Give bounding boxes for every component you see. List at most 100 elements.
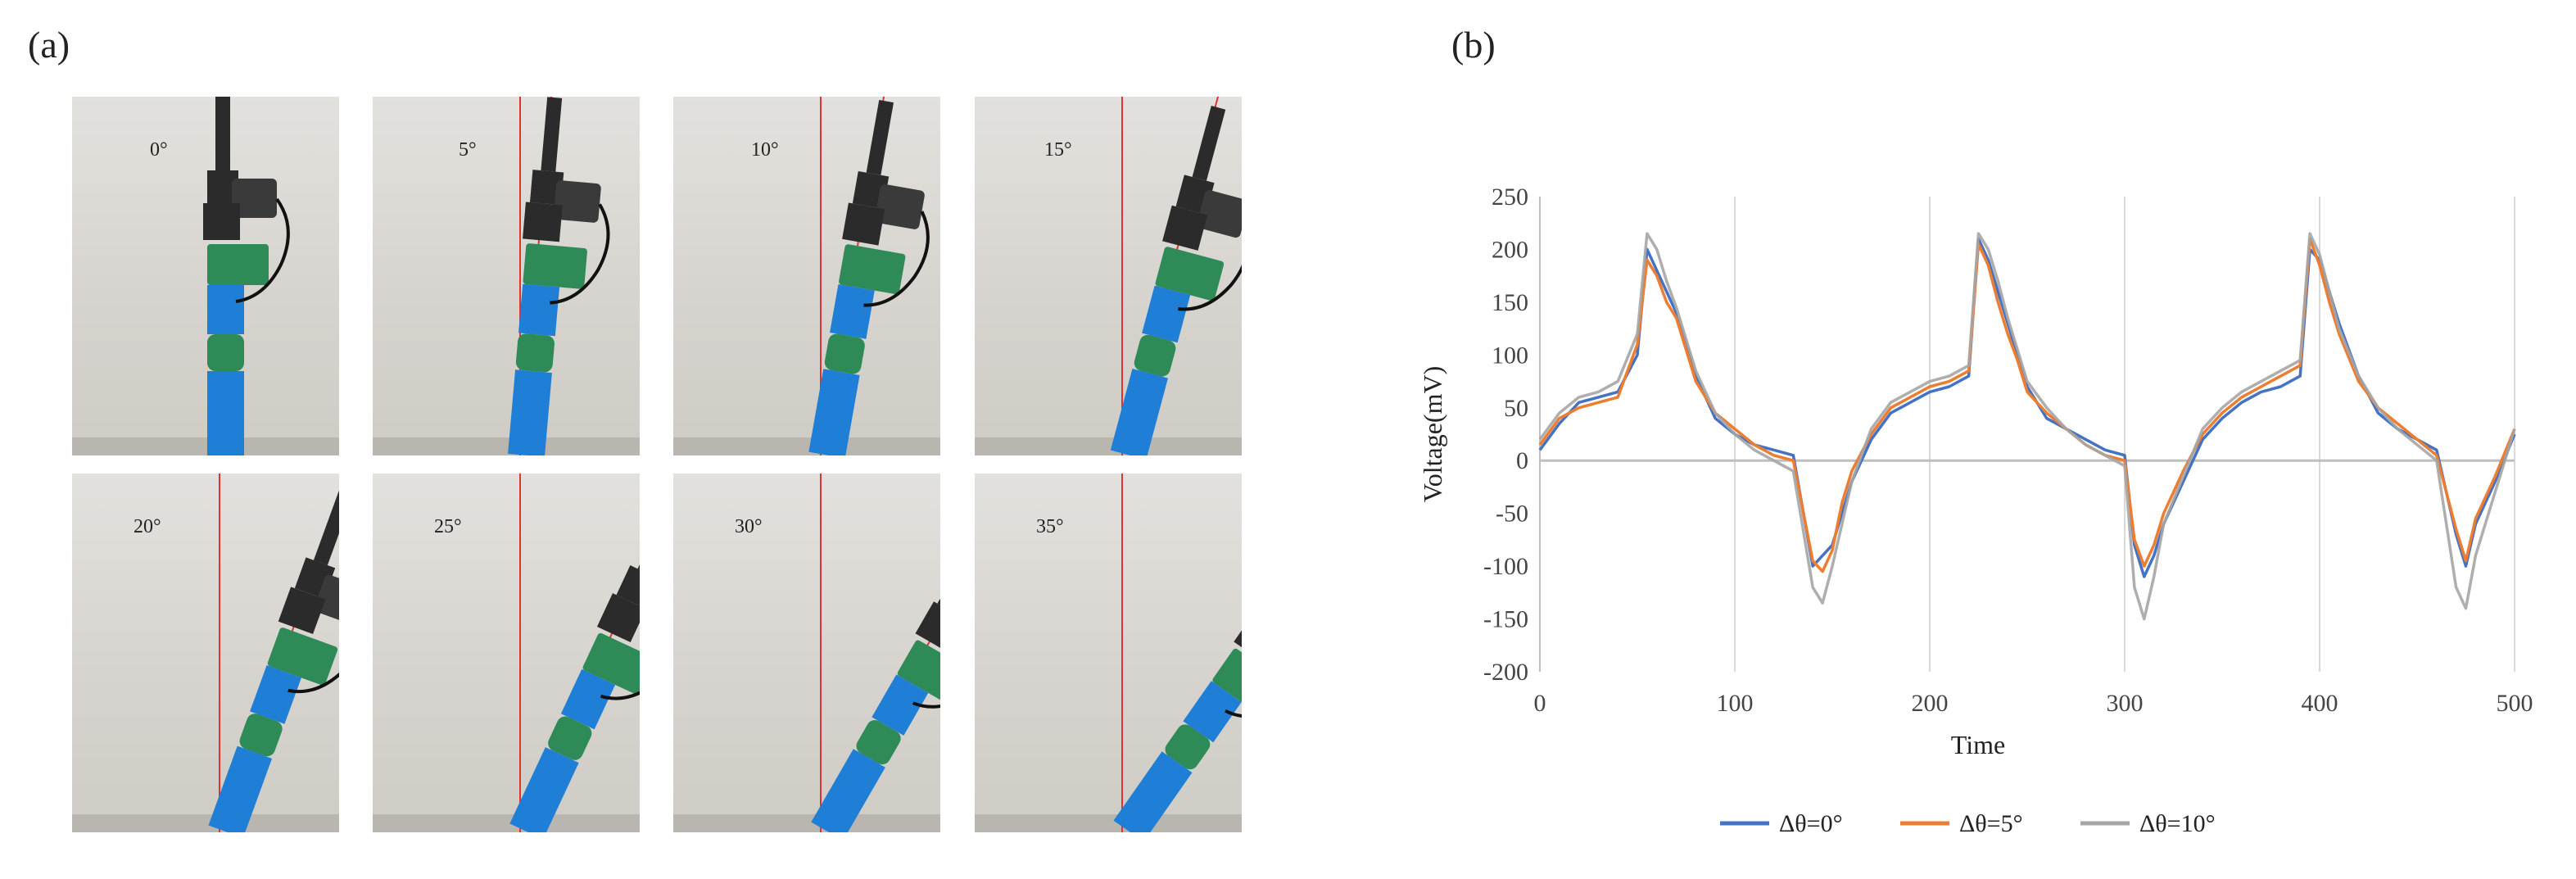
voltage-chart: 0 100 200 300 400 500250200150100500-50-100-1… [1418, 184, 2533, 837]
robot-photo: 15° [975, 97, 1242, 455]
robot-arm-drawing [811, 473, 940, 832]
cable [235, 197, 290, 303]
base-segment [208, 745, 273, 832]
y-tick-label: 0 [1516, 447, 1528, 474]
panel-b-label: (b) [1451, 24, 1496, 66]
photo-floor [673, 437, 940, 455]
photo-floor [72, 814, 339, 832]
photo-floor [673, 814, 940, 832]
y-tick-label: -200 [1483, 659, 1528, 686]
x-axis-title: Time [1951, 730, 2005, 759]
blue-segment [560, 668, 616, 730]
x-tick-label: 400 [2302, 690, 2338, 717]
y-tick-label: 250 [1492, 184, 1528, 211]
y-tick-label: 150 [1492, 289, 1528, 316]
robot-arm [808, 97, 930, 455]
robot-arm [208, 473, 339, 832]
x-tick-label: 100 [1717, 690, 1754, 717]
photo-floor [975, 437, 1242, 455]
blue-segment [518, 283, 560, 337]
base-segment [1110, 369, 1168, 455]
servo-motor [553, 180, 601, 223]
sensor-patch [207, 244, 269, 285]
robot-photo: 35° [975, 473, 1242, 832]
angle-label: 25° [434, 516, 462, 537]
green-segment [1134, 334, 1176, 377]
servo-motor [232, 179, 277, 218]
robot-arm [811, 488, 940, 832]
green-segment [856, 719, 901, 765]
robot-arm-drawing [508, 97, 610, 455]
robot-arm-drawing [203, 97, 290, 455]
gripper-shaft [313, 491, 339, 566]
series-line [1538, 232, 2516, 621]
wrist-joint [1162, 205, 1208, 251]
angle-label: 5° [459, 139, 477, 161]
servo-motor [875, 184, 925, 229]
sensor-patch [523, 243, 587, 289]
green-segment [1165, 724, 1211, 770]
robot-arm-drawing [208, 473, 339, 832]
wrist-joint [523, 202, 563, 242]
base-segment [808, 369, 860, 455]
wrist-joint [278, 587, 326, 634]
x-tick-label: 500 [2497, 690, 2533, 717]
sensor-patch [1212, 648, 1242, 715]
cable [287, 607, 339, 694]
base-segment [207, 371, 244, 455]
angle-label: 35° [1036, 516, 1064, 537]
base-segment [508, 369, 552, 455]
robot-arm-drawing [1110, 97, 1242, 455]
angle-label: 10° [751, 139, 779, 161]
legend-label: Δθ=10° [2139, 810, 2216, 837]
y-tick-label: -50 [1496, 501, 1528, 528]
robot-photo: 0° [72, 97, 339, 455]
angle-label: 30° [735, 516, 763, 537]
cable [600, 620, 640, 700]
photo-floor [373, 814, 640, 832]
sensor-patch [897, 640, 940, 705]
sensor-patch [267, 628, 338, 686]
robot-photo: 30° [673, 473, 940, 832]
robot-arm [203, 97, 290, 455]
cable [1178, 220, 1242, 311]
wrist-joint [203, 203, 240, 240]
robot-arm-drawing [509, 473, 640, 832]
legend-label: Δθ=0° [1779, 810, 1843, 837]
y-tick-label: 50 [1504, 395, 1528, 422]
servo-motor [314, 574, 339, 625]
robot-photo: 5° [373, 97, 640, 455]
robot-arm-drawing [808, 97, 930, 455]
gripper-shaft [1192, 106, 1226, 181]
robot-arm [1113, 506, 1242, 832]
cable [550, 203, 610, 305]
green-segment [824, 333, 865, 374]
photo-floor [72, 437, 339, 455]
x-tick-label: 0 [1534, 690, 1546, 717]
y-tick-label: 100 [1492, 342, 1528, 369]
y-tick-label: -100 [1483, 553, 1528, 580]
cable [912, 634, 940, 709]
robot-arm-drawing [1113, 473, 1242, 832]
gripper-shaft [637, 501, 640, 575]
blue-segment [1142, 285, 1191, 343]
gripper-shaft [866, 100, 894, 175]
robot-arm [1110, 97, 1242, 455]
blue-segment [830, 283, 875, 339]
y-tick-label: 200 [1492, 236, 1528, 263]
wrist-joint [842, 202, 885, 246]
base-segment [1113, 751, 1193, 832]
cable [863, 211, 930, 307]
servo-motor [1197, 190, 1242, 238]
angle-label: 20° [134, 516, 161, 537]
blue-segment [207, 285, 244, 334]
robot-arm [509, 473, 640, 832]
photo-floor [373, 437, 640, 455]
blue-segment [1183, 681, 1242, 743]
base-segment [509, 747, 579, 832]
wrist-joint [596, 593, 640, 642]
green-segment [548, 716, 592, 760]
photo-floor [975, 814, 1242, 832]
x-tick-label: 300 [2107, 690, 2144, 717]
sensor-patch [582, 632, 640, 695]
